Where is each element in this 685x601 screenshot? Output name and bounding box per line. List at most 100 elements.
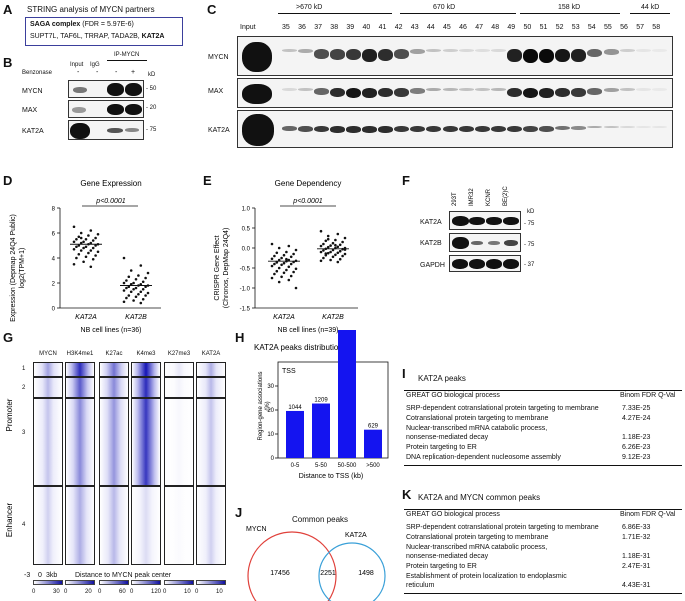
bracket-670 [400,13,516,14]
data-point [132,299,135,302]
blot-band [603,126,619,128]
data-point [275,251,279,255]
data-point [72,240,76,244]
fraction-39: 39 [346,24,355,31]
data-point [343,252,347,256]
data-point [139,264,143,267]
data-point [275,261,279,264]
blot-band [458,49,474,52]
bar-category-label: 0-5 [291,463,300,469]
blot-band [281,49,297,52]
blot-band [345,88,361,99]
blot-band [378,88,394,98]
data-point [273,272,276,276]
data-point [294,286,298,290]
y-tick-label: -1.0 [240,287,251,293]
sign-2: - [96,69,99,76]
data-point [270,257,274,261]
data-point [336,232,340,236]
bar-0-5 [286,410,304,458]
data-point [273,254,276,258]
blot-band [587,88,603,95]
blot-band [474,88,490,91]
data-point [322,249,325,252]
blot-band [539,126,555,132]
g-axis-mid: 0 [38,572,42,579]
saga-line-2: SUPT7L, TAF6L, TRRAP, TADA2B, KAT2A [30,33,165,40]
cluster-1: 1 [22,366,26,372]
scale-min: 0 [130,589,134,595]
data-point [134,277,138,281]
data-point [326,234,330,238]
data-point [77,244,81,247]
table-bottom-rule [404,593,682,594]
heatmap-block [65,398,95,486]
blot-c-mycn [237,36,673,76]
go-qval: 6.86E-33 [622,524,651,531]
bar-50-500 [338,330,356,458]
y-tick-label: 0.0 [242,247,251,253]
blot-band [297,49,313,54]
track-KAT2A: KAT2A [201,351,221,357]
data-point [96,250,100,254]
data-point [137,274,140,277]
fraction-44: 44 [426,24,435,31]
blot-band [242,42,272,72]
marker-b-3: - 75 [146,127,157,133]
go-term-line: Nuclear-transcribed mRNA catabolic proce… [406,544,548,551]
blot-band [362,88,377,98]
blot-band [410,49,426,54]
saga-line-1: SAGA complex (FDR = 5.97E-6) [30,21,134,28]
row-c-max: MAX [208,88,224,95]
data-point [89,241,93,245]
data-point [129,282,133,286]
go-term-line: DNA replication-dependent nucleosome ass… [406,454,561,461]
track-H3K4me1: H3K4me1 [66,351,94,357]
data-point [282,253,286,257]
blot-band [490,88,506,91]
data-point [146,271,150,275]
fraction-41: 41 [378,24,387,31]
data-point [144,294,147,297]
data-point [87,234,90,237]
go-term-line: SRP-dependent cotranslational protein ta… [406,405,599,412]
data-point [94,244,97,247]
panel-label-g: G [3,330,14,345]
fraction-40: 40 [362,24,371,31]
h-y-tick: 20 [267,408,274,414]
blot-band [329,49,345,60]
saga-kat2a: KAT2A [141,33,165,40]
data-point [336,260,340,264]
data-point [334,253,337,257]
data-point [139,290,143,294]
i-col2: Binom FDR Q-Val [620,392,676,399]
h-xlabel: Distance to TSS (kb) [299,473,363,480]
heatmap-block [65,486,95,565]
go-term-line: Protein targeting to ER [406,444,477,451]
blot-band [571,126,587,130]
scale-max: 60 [119,589,126,595]
data-point [277,280,281,284]
blot-band [394,49,410,59]
heatmap-block [196,398,226,486]
data-point [289,262,293,266]
data-point [77,252,81,256]
data-point [125,296,128,300]
venn-left-only: 17456 [270,570,290,577]
ip-underline [107,60,147,61]
data-point [338,249,342,253]
data-point [75,245,78,249]
data-point [319,229,323,233]
panel-e-chart: Gene Dependency p<0.0001 CRISPR Gene Eff… [214,179,358,334]
blot-band [442,126,458,133]
g-axis-right: 3kb [46,572,58,579]
data-point [331,241,335,245]
track-K27ac: K27ac [105,351,123,357]
row-f-kat2b: KAT2B [420,240,442,247]
data-point [75,237,78,241]
blot-band [506,126,522,133]
sign-3: - [115,69,118,76]
y-tick-label: -1.5 [240,307,251,313]
data-point [277,266,281,270]
blot-band [651,88,667,91]
